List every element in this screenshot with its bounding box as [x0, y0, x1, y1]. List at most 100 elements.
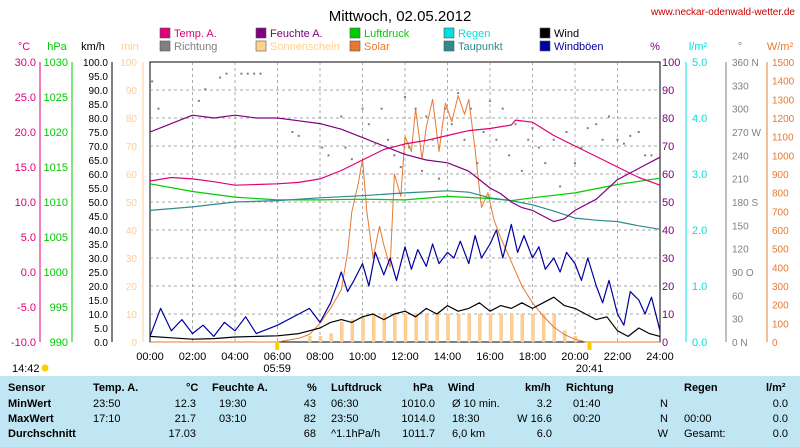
- sunshine-bar: [563, 330, 567, 343]
- sunshine-bar: [350, 319, 355, 343]
- direction-point: [444, 107, 447, 110]
- direction-point: [565, 131, 568, 133]
- table-cell-label: MaxWert: [8, 413, 54, 425]
- unit-pressure: hPa: [47, 41, 67, 53]
- sunshine-bar: [403, 313, 408, 343]
- tick-sun-min: 30: [126, 254, 138, 265]
- legend-swatch-rain: [443, 27, 455, 39]
- sunshine-bar: [371, 313, 376, 343]
- direction-point: [508, 154, 511, 157]
- chart-title: Mittwoch, 02.05.2012: [329, 8, 472, 25]
- table-cell-dir-val: N: [660, 398, 668, 410]
- table-cell-rain-val: 0.0: [772, 428, 788, 440]
- direction-point: [367, 123, 370, 126]
- legend-swatch-direction: [159, 40, 171, 52]
- direction-point: [469, 107, 472, 110]
- table-cell-press-time: 23:50: [331, 413, 359, 425]
- direction-point: [629, 134, 632, 137]
- table-cell-temp-val: 12.3: [174, 398, 196, 410]
- tick-temp-c: 10.0: [15, 197, 36, 209]
- table-cell-rain-val: 0.0: [772, 398, 788, 410]
- sunshine-bar: [478, 313, 482, 343]
- website-link: www.neckar-odenwald-wetter.de: [650, 7, 795, 18]
- legend-swatch-pressure: [349, 27, 361, 39]
- direction-point: [489, 99, 491, 102]
- tick-pressure-hpa: 990: [50, 337, 68, 349]
- sunshine-bar: [340, 322, 344, 343]
- tick-wind-kmh: 25.0: [89, 268, 109, 279]
- tick-direction-deg: 60: [732, 291, 744, 302]
- tick-pressure-hpa: 1030: [44, 57, 68, 69]
- tick-humidity-pct: 10: [662, 309, 674, 321]
- legend-swatch-dewpoint: [443, 40, 455, 52]
- tick-solar-wm2: 1200: [772, 114, 795, 125]
- direction-point: [374, 142, 377, 145]
- table-cell-hum-time: 03:10: [219, 413, 247, 425]
- tick-temp-c: -5.0: [17, 302, 36, 314]
- direction-point: [157, 107, 160, 110]
- tick-rain-lm2: 5.0: [692, 57, 707, 69]
- direction-point: [425, 115, 428, 118]
- table-cell-press-time: 06:30: [331, 398, 359, 410]
- sunshine-bar: [414, 313, 418, 343]
- sunshine-bar: [318, 336, 323, 343]
- x-tick-label: 14:00: [434, 351, 462, 363]
- table-cell-dir-time: 00:20: [573, 413, 601, 425]
- legend-label-gust: Windböen: [554, 41, 604, 53]
- tick-solar-wm2: 600: [772, 226, 789, 237]
- sunshine-bar: [425, 313, 429, 343]
- sunshine-bar: [520, 313, 525, 343]
- direction-point: [219, 76, 222, 79]
- tick-wind-kmh: 40.0: [89, 226, 109, 237]
- tick-humidity-pct: 0: [662, 337, 668, 349]
- tick-solar-wm2: 1300: [772, 95, 795, 106]
- tick-temp-c: -10.0: [11, 337, 36, 349]
- direction-point: [501, 107, 504, 110]
- tick-pressure-hpa: 1025: [44, 92, 68, 104]
- tick-solar-wm2: 1400: [772, 77, 795, 88]
- direction-point: [637, 131, 640, 133]
- direction-point: [644, 154, 647, 157]
- x-tick-label: 16:00: [476, 351, 504, 363]
- legend-label-sunshine: Sonnenschein: [270, 41, 340, 53]
- x-tick-label: 08:00: [306, 351, 334, 363]
- header-temp: Temp. A.: [93, 382, 139, 394]
- tick-wind-kmh: 80.0: [89, 114, 109, 125]
- tick-solar-wm2: 400: [772, 263, 789, 274]
- header-sensor: Sensor: [8, 382, 46, 394]
- tick-solar-wm2: 300: [772, 282, 789, 293]
- x-tick-label: 06:00: [264, 351, 292, 363]
- tick-solar-wm2: 700: [772, 207, 789, 218]
- tick-direction-deg: 30: [732, 315, 744, 326]
- legend-swatch-gust: [539, 40, 551, 52]
- tick-wind-kmh: 95.0: [89, 72, 109, 83]
- direction-point: [659, 162, 661, 165]
- sunshine-bar: [435, 313, 440, 343]
- direction-point: [393, 154, 396, 157]
- direction-point: [580, 146, 583, 149]
- tick-sun-min: 0: [131, 338, 137, 349]
- sunshine-bar: [531, 313, 535, 343]
- tick-wind-kmh: 100.0: [83, 58, 108, 69]
- legend-swatch-sunshine: [255, 40, 267, 52]
- daylength-time: 14:42: [12, 363, 40, 375]
- legend-swatch-solar: [349, 40, 361, 52]
- unit-rain: l/m²: [689, 41, 708, 53]
- table-cell-dir-time: 01:40: [573, 398, 601, 410]
- series-wind: [149, 296, 661, 340]
- table-cell-rain-time: Gesamt:: [684, 428, 726, 440]
- table-cell-press-val: 1011.7: [402, 428, 435, 440]
- tick-direction-deg: 0 N: [732, 338, 748, 349]
- header-rain-unit: l/m²: [766, 382, 786, 394]
- tick-humidity-pct: 40: [662, 225, 674, 237]
- direction-point: [574, 162, 576, 165]
- unit-wind: km/h: [81, 41, 105, 53]
- unit-humidity: %: [650, 41, 660, 53]
- header-direction: Richtung: [566, 382, 614, 394]
- x-tick-label: 20:00: [561, 351, 589, 363]
- sunshine-bar: [446, 313, 450, 343]
- tick-rain-lm2: 3.0: [692, 169, 707, 181]
- tick-solar-wm2: 100: [772, 319, 789, 330]
- sunshine-bar: [361, 316, 365, 343]
- sunset-time: 20:41: [576, 363, 604, 375]
